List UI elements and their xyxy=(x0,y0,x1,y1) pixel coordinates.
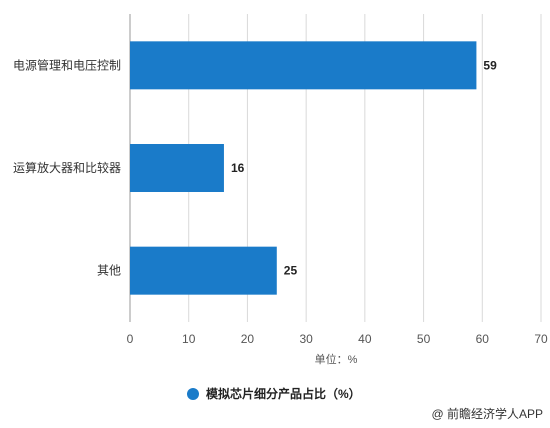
x-tick-labels: 0 10 20 30 40 50 60 70 xyxy=(127,332,548,346)
x-tick-label: 40 xyxy=(358,332,372,346)
bar xyxy=(130,41,477,90)
value-label: 25 xyxy=(284,264,298,278)
value-label: 16 xyxy=(231,161,245,175)
value-labels: 59 16 25 xyxy=(231,58,497,277)
category-label: 运算放大器和比较器 xyxy=(13,160,121,175)
x-tick-label: 10 xyxy=(182,332,196,346)
x-tick-label: 70 xyxy=(534,332,548,346)
legend: 模拟芯片细分产品占比（%） xyxy=(187,386,361,401)
x-tick-label: 30 xyxy=(299,332,313,346)
value-label: 59 xyxy=(483,58,497,72)
category-label: 其他 xyxy=(97,264,121,278)
source-credit: @ 前瞻经济学人APP xyxy=(431,406,543,421)
x-axis-label: 单位：% xyxy=(315,352,358,366)
legend-marker xyxy=(187,388,199,400)
x-tick-label: 20 xyxy=(241,332,255,346)
bar xyxy=(130,144,224,192)
x-tick-label: 60 xyxy=(476,332,490,346)
category-label: 电源管理和电压控制 xyxy=(13,57,121,72)
legend-label: 模拟芯片细分产品占比（%） xyxy=(206,386,361,401)
bar xyxy=(130,246,277,295)
x-tick-label: 50 xyxy=(417,332,431,346)
x-tick-label: 0 xyxy=(127,332,134,346)
bars xyxy=(130,41,477,295)
